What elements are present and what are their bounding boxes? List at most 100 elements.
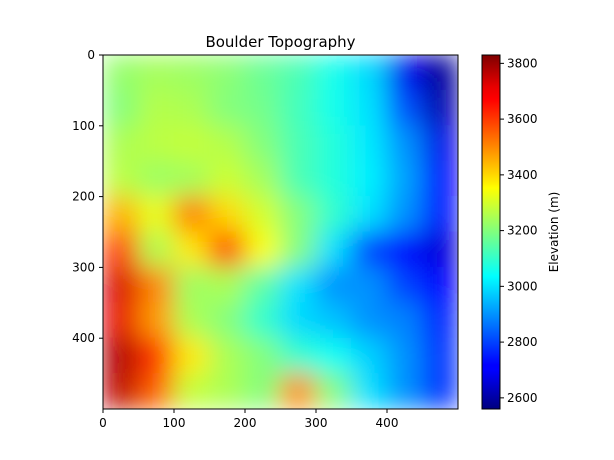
heatmap-cell [315, 231, 352, 268]
y-tick-label: 400 [72, 331, 95, 345]
heatmap-cell [103, 231, 139, 268]
heatmap-cell [173, 160, 210, 198]
colorbar-tick-label: 3400 [507, 168, 538, 182]
heatmap-cell [386, 55, 423, 91]
heatmap-cell [386, 196, 423, 233]
heatmap-cell [138, 55, 175, 91]
heatmap-cell [244, 125, 281, 162]
heatmap-cell [138, 231, 175, 268]
colorbar-label: Elevation (m) [547, 192, 561, 273]
heatmap-cell [138, 89, 175, 127]
heatmap-cell [422, 302, 458, 339]
heatmap-cell [209, 125, 246, 162]
heatmap-cell [280, 55, 317, 91]
y-tick-label: 0 [87, 48, 95, 62]
heatmap-cell [173, 302, 210, 339]
heatmap-cell [173, 337, 210, 375]
heatmap-cell [138, 160, 175, 198]
x-tick-label: 200 [234, 416, 257, 430]
heatmap-cell [244, 55, 281, 91]
heatmap-cell [244, 266, 281, 304]
heatmap-cell [138, 266, 175, 304]
y-tick-label: 100 [72, 119, 95, 133]
heatmap-cell [173, 373, 210, 409]
heatmap-cell [103, 373, 139, 409]
heatmap-cell [209, 55, 246, 91]
heatmap-cell [244, 302, 281, 339]
y-axis: 0 100 200 300 400 [72, 48, 103, 345]
heatmap-cell [351, 55, 388, 91]
heatmap-cell [103, 302, 139, 339]
heatmap-cell [386, 337, 423, 375]
heatmap-cell [351, 89, 388, 127]
chart-title: Boulder Topography [205, 33, 355, 51]
heatmap-cell [209, 266, 246, 304]
heatmap-cell [386, 373, 423, 409]
heatmap-cell [351, 337, 388, 375]
x-axis: 0 100 200 300 400 [99, 409, 398, 430]
heatmap-cell [209, 160, 246, 198]
heatmap-cell [138, 302, 175, 339]
heatmap-cell [280, 231, 317, 268]
heatmap-cell [386, 231, 423, 268]
x-tick-label: 400 [376, 416, 399, 430]
heatmap-cell [315, 373, 352, 409]
heatmap [103, 55, 458, 409]
heatmap-cell [315, 196, 352, 233]
heatmap-cell [422, 337, 458, 375]
heatmap-cell [386, 125, 423, 162]
heatmap-cell [103, 337, 139, 375]
colorbar-tick-label: 3600 [507, 112, 538, 126]
heatmap-cell [422, 196, 458, 233]
colorbar-tick-label: 3000 [507, 279, 538, 293]
heatmap-cell [173, 231, 210, 268]
heatmap-cell [315, 55, 352, 91]
heatmap-cell [351, 160, 388, 198]
heatmap-cell [315, 302, 352, 339]
heatmap-cell [280, 89, 317, 127]
heatmap-cell [280, 125, 317, 162]
heatmap-cell [103, 196, 139, 233]
heatmap-cell [103, 89, 139, 127]
heatmap-cell [173, 89, 210, 127]
heatmap-cell [209, 302, 246, 339]
heatmap-cell [209, 89, 246, 127]
heatmap-cell [138, 196, 175, 233]
heatmap-cell [422, 160, 458, 198]
colorbar-axis: 2600 2800 3000 3200 3400 3600 3800 [500, 56, 538, 405]
heatmap-cell [103, 266, 139, 304]
heatmap-cell [173, 196, 210, 233]
heatmap-cell [280, 196, 317, 233]
heatmap-cell [386, 266, 423, 304]
heatmap-cell [351, 196, 388, 233]
heatmap-cell [280, 266, 317, 304]
heatmap-cell [351, 373, 388, 409]
colorbar-tick-label: 2600 [507, 391, 538, 405]
heatmap-cell [351, 266, 388, 304]
x-tick-label: 300 [305, 416, 328, 430]
x-tick-label: 0 [99, 416, 107, 430]
heatmap-cell [351, 231, 388, 268]
heatmap-cell [103, 160, 139, 198]
heatmap-cell [244, 160, 281, 198]
heatmap-cell [315, 337, 352, 375]
heatmap-cell [138, 125, 175, 162]
heatmap-cell [173, 55, 210, 91]
heatmap-cell [280, 302, 317, 339]
heatmap-cell [244, 337, 281, 375]
heatmap-cell [244, 231, 281, 268]
heatmap-cell [103, 125, 139, 162]
colorbar [481, 54, 501, 410]
heatmap-cell [138, 337, 175, 375]
heatmap-cell [315, 266, 352, 304]
heatmap-cell [422, 231, 458, 268]
heatmap-cell [209, 196, 246, 233]
heatmap-cell [386, 160, 423, 198]
y-tick-label: 200 [72, 190, 95, 204]
heatmap-cell [280, 373, 317, 409]
heatmap-cell [209, 231, 246, 268]
heatmap-cell [209, 373, 246, 409]
heatmap-cell [422, 373, 458, 409]
heatmap-cell [315, 125, 352, 162]
